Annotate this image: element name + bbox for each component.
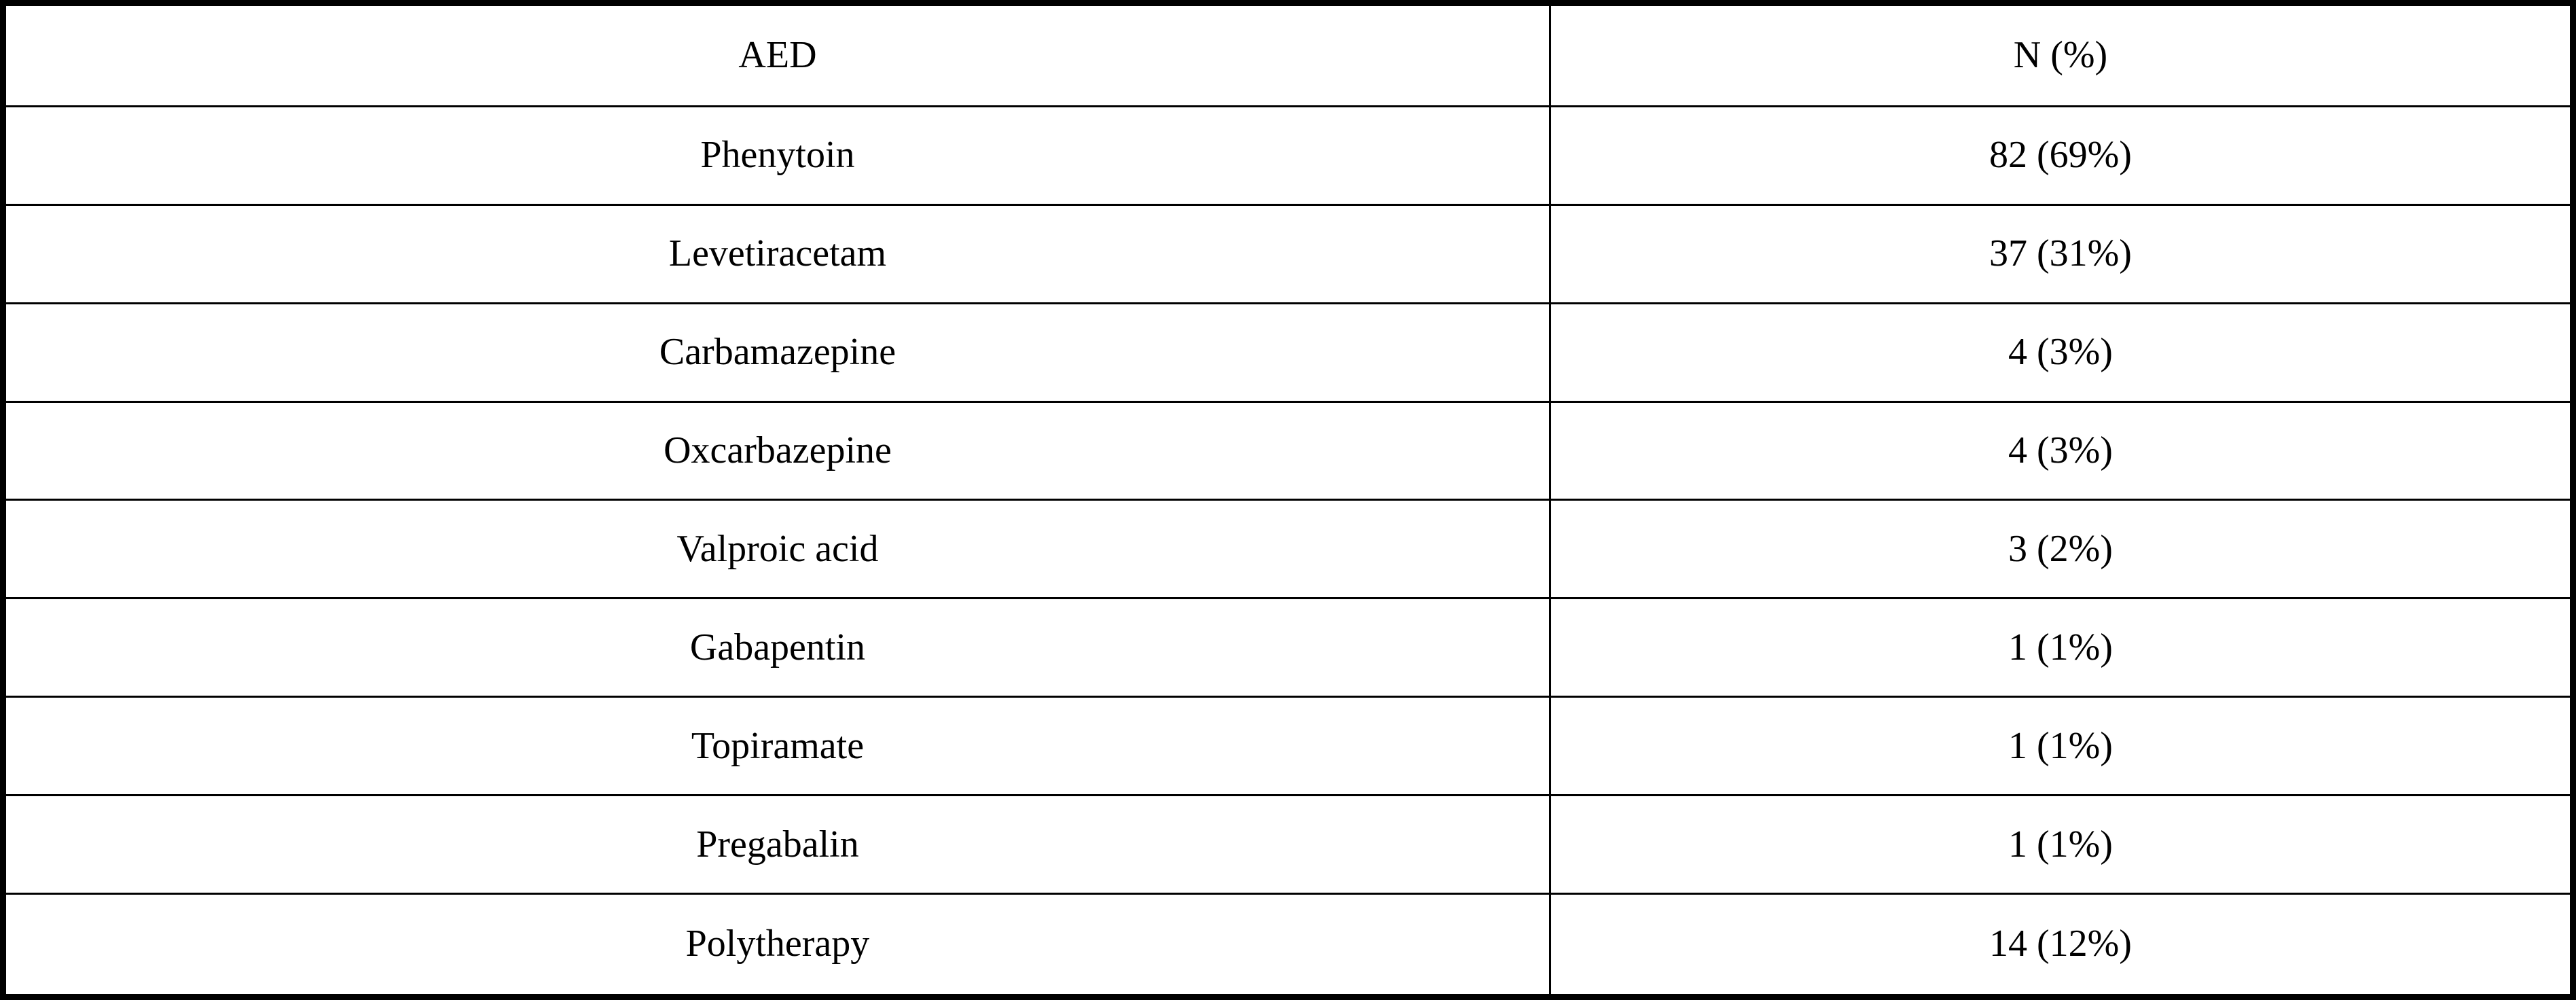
table-row: Topiramate 1 (1%)	[2, 696, 2575, 797]
table-row: Gabapentin 1 (1%)	[2, 597, 2575, 698]
header-cell-aed: AED	[2, 2, 1551, 107]
cell-n: 1 (1%)	[1548, 696, 2575, 797]
cell-aed: Oxcarbazepine	[2, 400, 1551, 501]
cell-n: 1 (1%)	[1548, 794, 2575, 895]
header-row: AED N (%)	[2, 2, 2575, 107]
cell-n: 3 (2%)	[1548, 499, 2575, 600]
cell-aed: Topiramate	[2, 696, 1551, 797]
cell-n: 4 (3%)	[1548, 302, 2575, 403]
cell-n: 14 (12%)	[1548, 893, 2575, 998]
cell-aed: Polytherapy	[2, 893, 1551, 998]
table-row: Polytherapy 14 (12%)	[2, 893, 2575, 998]
cell-aed: Carbamazepine	[2, 302, 1551, 403]
header-cell-n: N (%)	[1548, 2, 2575, 107]
cell-aed: Phenytoin	[2, 105, 1551, 206]
table-row: Oxcarbazepine 4 (3%)	[2, 400, 2575, 501]
table-row: Levetiracetam 37 (31%)	[2, 203, 2575, 304]
cell-n: 82 (69%)	[1548, 105, 2575, 206]
cell-aed: Gabapentin	[2, 597, 1551, 698]
table-row: Carbamazepine 4 (3%)	[2, 302, 2575, 403]
cell-aed: Pregabalin	[2, 794, 1551, 895]
cell-n: 4 (3%)	[1548, 400, 2575, 501]
cell-n: 37 (31%)	[1548, 203, 2575, 304]
table-row: Phenytoin 82 (69%)	[2, 105, 2575, 206]
table-row: Valproic acid 3 (2%)	[2, 499, 2575, 600]
cell-aed: Valproic acid	[2, 499, 1551, 600]
cell-n: 1 (1%)	[1548, 597, 2575, 698]
table-row: Pregabalin 1 (1%)	[2, 794, 2575, 895]
cell-aed: Levetiracetam	[2, 203, 1551, 304]
